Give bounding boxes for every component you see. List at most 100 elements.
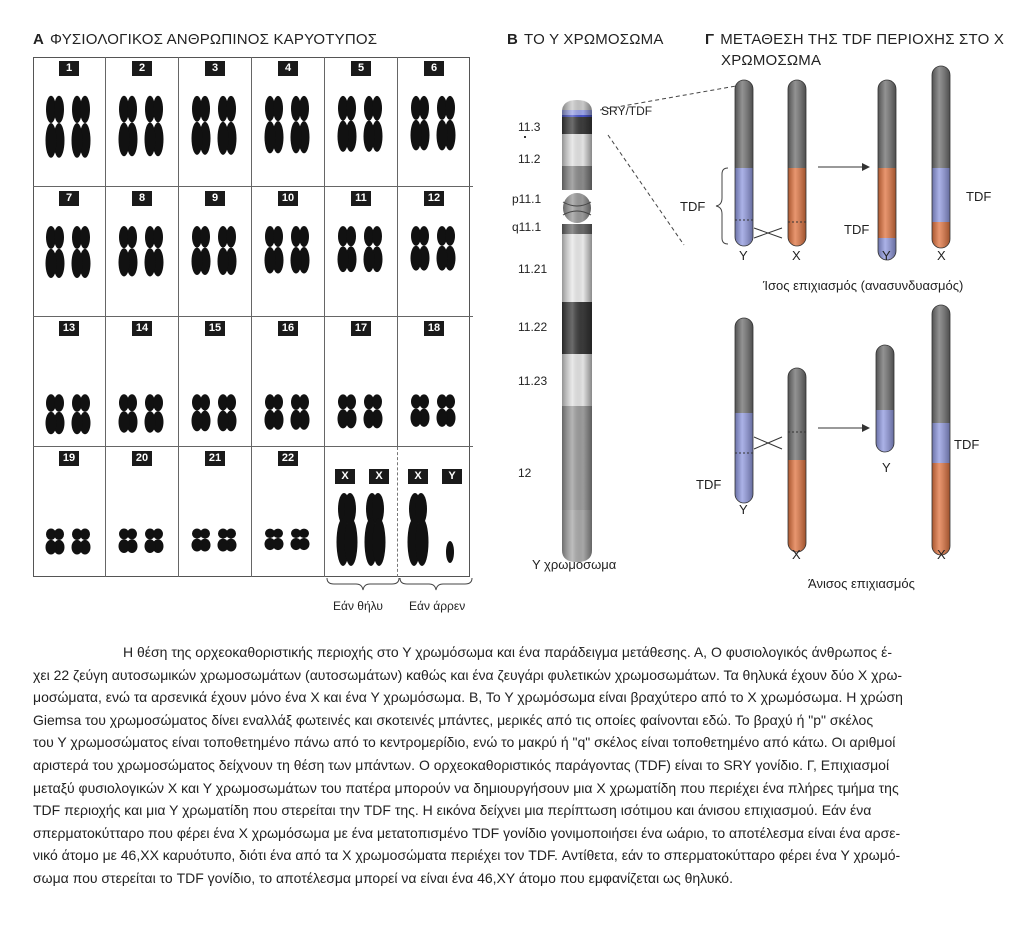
karyotype-cell: 20	[106, 447, 179, 577]
eq-source-y-label: Y	[739, 248, 748, 263]
panel-c-title-line1: ΜΕΤΑΘΕΣΗ ΤΗΣ TDF ΠΕΡΙΟΧΗΣ ΣΤΟ Χ	[720, 31, 1005, 48]
band-label-11-23: 11.23	[518, 374, 548, 388]
caption-line: μοσώματα, ενώ τα αρσενικά έχουν μόνο ένα…	[33, 689, 903, 706]
eq-result-y-chromosome	[877, 79, 897, 261]
sex-chromosome-label: X	[335, 469, 355, 484]
chromosome-number: 19	[59, 451, 79, 466]
chromosome	[410, 394, 430, 427]
bracket-lines	[326, 577, 473, 591]
panel-c-title: Γ ΜΕΤΑΘΕΣΗ ΤΗΣ TDF ΠΕΡΙΟΧΗΣ ΣΤΟ Χ	[705, 31, 1004, 48]
karyotype-cell: 5	[325, 57, 398, 187]
chromosome	[290, 394, 310, 430]
un-result-x-label: X	[937, 547, 946, 562]
karyotype-cell: 22	[252, 447, 325, 577]
chromosome	[217, 226, 237, 276]
chromosome	[191, 394, 211, 432]
chromosome-number: 15	[205, 321, 225, 336]
chromosome-pair	[264, 394, 310, 430]
chromosome-number: 16	[278, 321, 298, 336]
chromosome	[264, 95, 284, 154]
chromosome	[264, 394, 284, 430]
karyotype-cell: 21	[179, 447, 252, 577]
chromosome-number: 3	[205, 61, 225, 76]
panel-a-title: A ΦΥΣΙΟΛΟΓΙΚΟΣ ΑΝΘΡΩΠΙΝΟΣ ΚΑΡΥΟΤΥΠΟΣ	[33, 31, 377, 48]
un-source-x-chromosome	[735, 367, 807, 553]
eq-result-x-chromosome	[931, 65, 951, 249]
chromosome-pair	[191, 528, 237, 552]
chromosome	[45, 528, 65, 555]
karyotype-cell: 7	[33, 187, 106, 317]
chromosome-pair	[337, 394, 383, 429]
crossover-diagram	[600, 65, 951, 556]
band-label-11-22: 11.22	[518, 320, 548, 334]
chromosome-pair	[45, 95, 91, 158]
chromosome-number: 2	[132, 61, 152, 76]
caption-line: νικό άτομο με 46,ΧΧ καρυότυπο, διότι ένα…	[33, 847, 901, 864]
un-result-y-chromosome	[875, 344, 895, 453]
chromosome-number: 17	[351, 321, 371, 336]
caption-line-lead: Η θέση της ορχεοκαθοριστικής περιοχής στ…	[33, 641, 998, 664]
eq-result-x-label: X	[937, 248, 946, 263]
male-sex-chromosomes	[407, 493, 454, 566]
chromosome	[118, 394, 138, 433]
chromosome	[217, 528, 237, 552]
sex-chromosome-label: Y	[442, 469, 462, 484]
un-arrow	[818, 424, 870, 432]
chromosome	[290, 528, 310, 551]
karyotype-cell: 9	[179, 187, 252, 317]
eq-tdf-label-left: TDF	[680, 199, 706, 214]
equal-crossover-caption: Ίσος επιχιασμός (ανασυνδυασμός)	[763, 278, 964, 293]
karyotype-grid: 1 2 3 4 5 6 7 8 9 10 11 12 13 14 15 16 17 18 19 20 21 22 X X X Y	[33, 57, 473, 577]
chromosome	[337, 394, 357, 429]
caption-line: χει 22 ζεύγη αυτοσωμικών χρωμοσωμάτων (α…	[33, 666, 903, 683]
band-label-11-2: 11.2	[518, 152, 541, 166]
chromosome	[217, 95, 237, 155]
chromosome	[410, 95, 430, 151]
chromosome-number: 21	[205, 451, 225, 466]
caption-line: Giemsa του χρωμοσώματος δίνει εναλλάξ φω…	[33, 711, 874, 728]
karyotype-cell: 18	[398, 317, 473, 447]
band-label-q11-1: q11.1	[512, 220, 542, 234]
chromosome	[71, 528, 91, 555]
chromosome	[71, 95, 91, 158]
karyotype-cell: 1	[33, 57, 106, 187]
panel-b-title-text: ΤΟ Υ ΧΡΩΜΟΣΩΜΑ	[524, 31, 664, 48]
chromosome-pair	[337, 226, 383, 273]
band-label-11-21: 11.21	[518, 262, 548, 276]
chromosome-pair	[118, 394, 164, 433]
chromosome-pair	[191, 226, 237, 276]
panel-a-letter: A	[33, 31, 45, 48]
chromosome	[436, 95, 456, 151]
chromosome-number: 1	[59, 61, 79, 76]
caption-lead: Η θέση της ορχεοκαθοριστικής περιοχής στ…	[123, 644, 893, 660]
y-chromosome-ideogram	[562, 100, 592, 562]
chromosome-number: 9	[205, 191, 225, 206]
chromosome-number: 22	[278, 451, 298, 466]
x-chromosome	[407, 493, 429, 566]
chromosome-pair	[191, 394, 237, 432]
karyotype-cell: 3	[179, 57, 252, 187]
eq-tdf-label-right: TDF	[966, 189, 992, 204]
karyotype-cell: 12	[398, 187, 473, 317]
male-label: Εάν άρρεν	[409, 599, 466, 613]
panel-c-title-line2: ΧΡΩΜΟΣΩΜΑ	[721, 52, 822, 69]
unequal-crossover-caption: Άνισος επιχιασμός	[808, 576, 915, 591]
chromosome	[363, 95, 383, 152]
chromosome-pair	[45, 528, 91, 555]
caption-line: του Υ χρωμοσώματος είναι τοποθετημένο πά…	[33, 734, 896, 751]
y-chromosome-caption: Y χρωμόσωμα	[532, 557, 617, 572]
chromosome	[45, 394, 65, 435]
panel-c-letter: Γ	[705, 31, 715, 48]
chromosome-pair	[410, 394, 456, 427]
chromosome-pair	[118, 225, 164, 277]
karyotype-cell: 13	[33, 317, 106, 447]
sex-chromosome-label: X	[408, 469, 428, 484]
x-chromosome	[336, 493, 358, 566]
chromosome-number: 12	[424, 191, 444, 206]
panel-a-title-text: ΦΥΣΙΟΛΟΓΙΚΟΣ ΑΝΘΡΩΠΙΝΟΣ ΚΑΡΥΟΤΥΠΟΣ	[50, 31, 378, 48]
female-sex-chromosomes	[336, 493, 386, 566]
chromosome	[436, 394, 456, 427]
zoom-lines	[600, 85, 737, 246]
un-tdf-label-right: TDF	[954, 437, 980, 452]
